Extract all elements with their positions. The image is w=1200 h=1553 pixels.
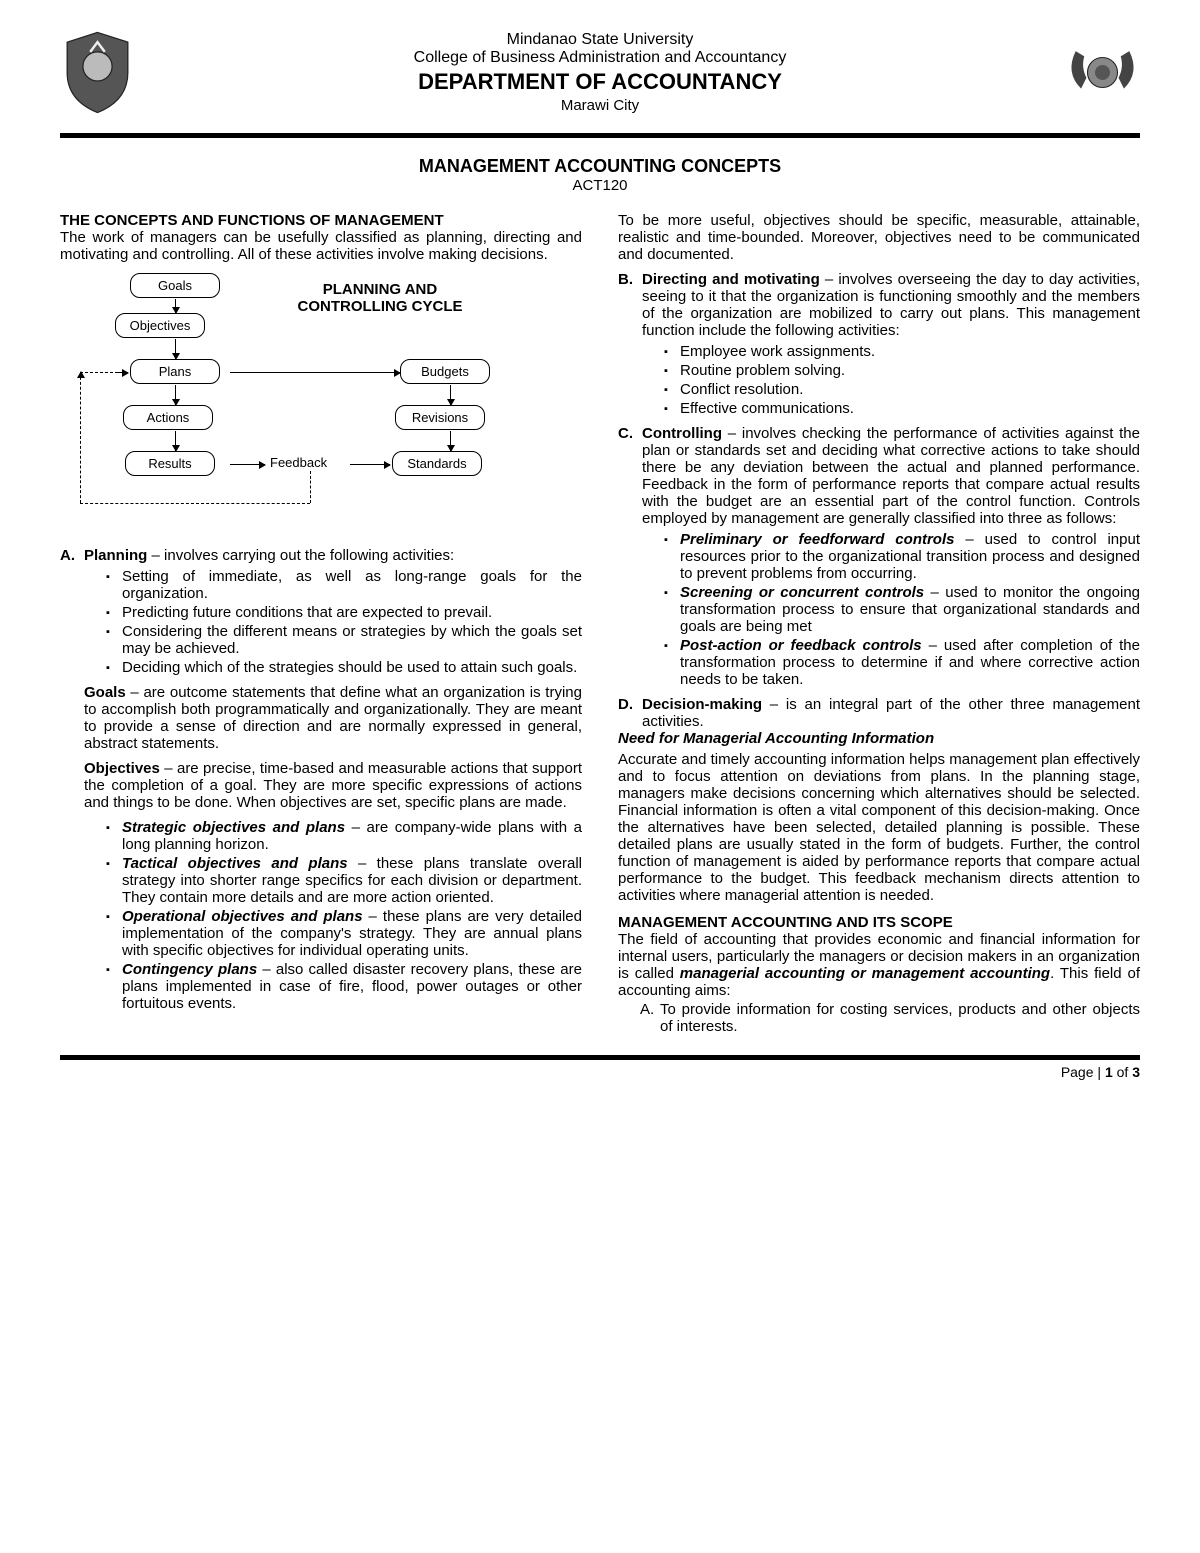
- scope-aims-list: A.To provide information for costing ser…: [618, 1001, 1140, 1035]
- header-rule: [60, 133, 1140, 138]
- department-logo-icon: [1065, 30, 1140, 115]
- objectives-term: Objectives: [84, 760, 160, 777]
- scope-heading: MANAGEMENT ACCOUNTING AND ITS SCOPE: [618, 914, 953, 931]
- list-item: Considering the different means or strat…: [106, 623, 582, 657]
- course-code: ACT120: [60, 177, 1140, 194]
- list-item: Operational objectives and plans – these…: [106, 908, 582, 959]
- planning-controlling-cycle-diagram: Goals Objectives Plans Actions Results P…: [60, 273, 582, 533]
- function-controlling: C. Controlling – involves checking the p…: [618, 425, 1140, 688]
- university-seal-icon: [60, 30, 135, 115]
- need-heading: Need for Managerial Accounting Informati…: [618, 730, 1140, 747]
- list-item: Tactical objectives and plans – these pl…: [106, 855, 582, 906]
- college-name: College of Business Administration and A…: [135, 49, 1065, 67]
- list-item: Deciding which of the strategies should …: [106, 659, 582, 676]
- function-decision-making: D. Decision-making – is an integral part…: [618, 696, 1140, 730]
- flow-node-budgets: Budgets: [400, 359, 490, 384]
- diagram-title: PLANNING AND CONTROLLING CYCLE: [270, 281, 490, 315]
- function-directing: B. Directing and motivating – involves o…: [618, 271, 1140, 417]
- planning-activities: Setting of immediate, as well as long-ra…: [84, 568, 582, 676]
- list-item: Predicting future conditions that are ex…: [106, 604, 582, 621]
- flow-node-goals: Goals: [130, 273, 220, 298]
- goals-term: Goals: [84, 684, 126, 701]
- list-item: Setting of immediate, as well as long-ra…: [106, 568, 582, 602]
- list-item: Routine problem solving.: [664, 362, 1140, 379]
- document-title: MANAGEMENT ACCOUNTING CONCEPTS: [60, 156, 1140, 177]
- flow-node-feedback: Feedback: [270, 455, 327, 470]
- list-item: Strategic objectives and plans – are com…: [106, 819, 582, 853]
- list-item: Preliminary or feedforward controls – us…: [664, 531, 1140, 582]
- flow-node-revisions: Revisions: [395, 405, 485, 430]
- department-name: DEPARTMENT OF ACCOUNTANCY: [135, 69, 1065, 95]
- list-item: Contingency plans – also called disaster…: [106, 961, 582, 1012]
- goals-definition: – are outcome statements that define wha…: [84, 684, 582, 752]
- body-columns: THE CONCEPTS AND FUNCTIONS OF MANAGEMENT…: [60, 212, 1140, 1037]
- flow-node-plans: Plans: [130, 359, 220, 384]
- flow-node-standards: Standards: [392, 451, 482, 476]
- flow-node-results: Results: [125, 451, 215, 476]
- city-name: Marawi City: [135, 97, 1065, 114]
- footer-rule: [60, 1055, 1140, 1060]
- list-item: Post-action or feedback controls – used …: [664, 637, 1140, 688]
- directing-activities: Employee work assignments. Routine probl…: [642, 343, 1140, 417]
- title-block: MANAGEMENT ACCOUNTING CONCEPTS ACT120: [60, 156, 1140, 194]
- list-item: Employee work assignments.: [664, 343, 1140, 360]
- section-intro: The work of managers can be usefully cla…: [60, 229, 582, 263]
- objectives-tail: To be more useful, objectives should be …: [618, 212, 1140, 263]
- need-body: Accurate and timely accounting informati…: [618, 751, 1140, 904]
- page-header: Mindanao State University College of Bus…: [60, 30, 1140, 125]
- controls-list: Preliminary or feedforward controls – us…: [642, 531, 1140, 688]
- page-footer: Page | 1 of 3: [60, 1064, 1140, 1080]
- flow-node-actions: Actions: [123, 405, 213, 430]
- list-item: Conflict resolution.: [664, 381, 1140, 398]
- list-item: Effective communications.: [664, 400, 1140, 417]
- university-name: Mindanao State University: [135, 31, 1065, 49]
- scope-term: managerial accounting or management acco…: [680, 965, 1050, 982]
- list-item: A.To provide information for costing ser…: [640, 1001, 1140, 1035]
- plan-types-list: Strategic objectives and plans – are com…: [84, 819, 582, 1012]
- list-item: Screening or concurrent controls – used …: [664, 584, 1140, 635]
- flow-node-objectives: Objectives: [115, 313, 205, 338]
- section-heading: THE CONCEPTS AND FUNCTIONS OF MANAGEMENT: [60, 212, 444, 229]
